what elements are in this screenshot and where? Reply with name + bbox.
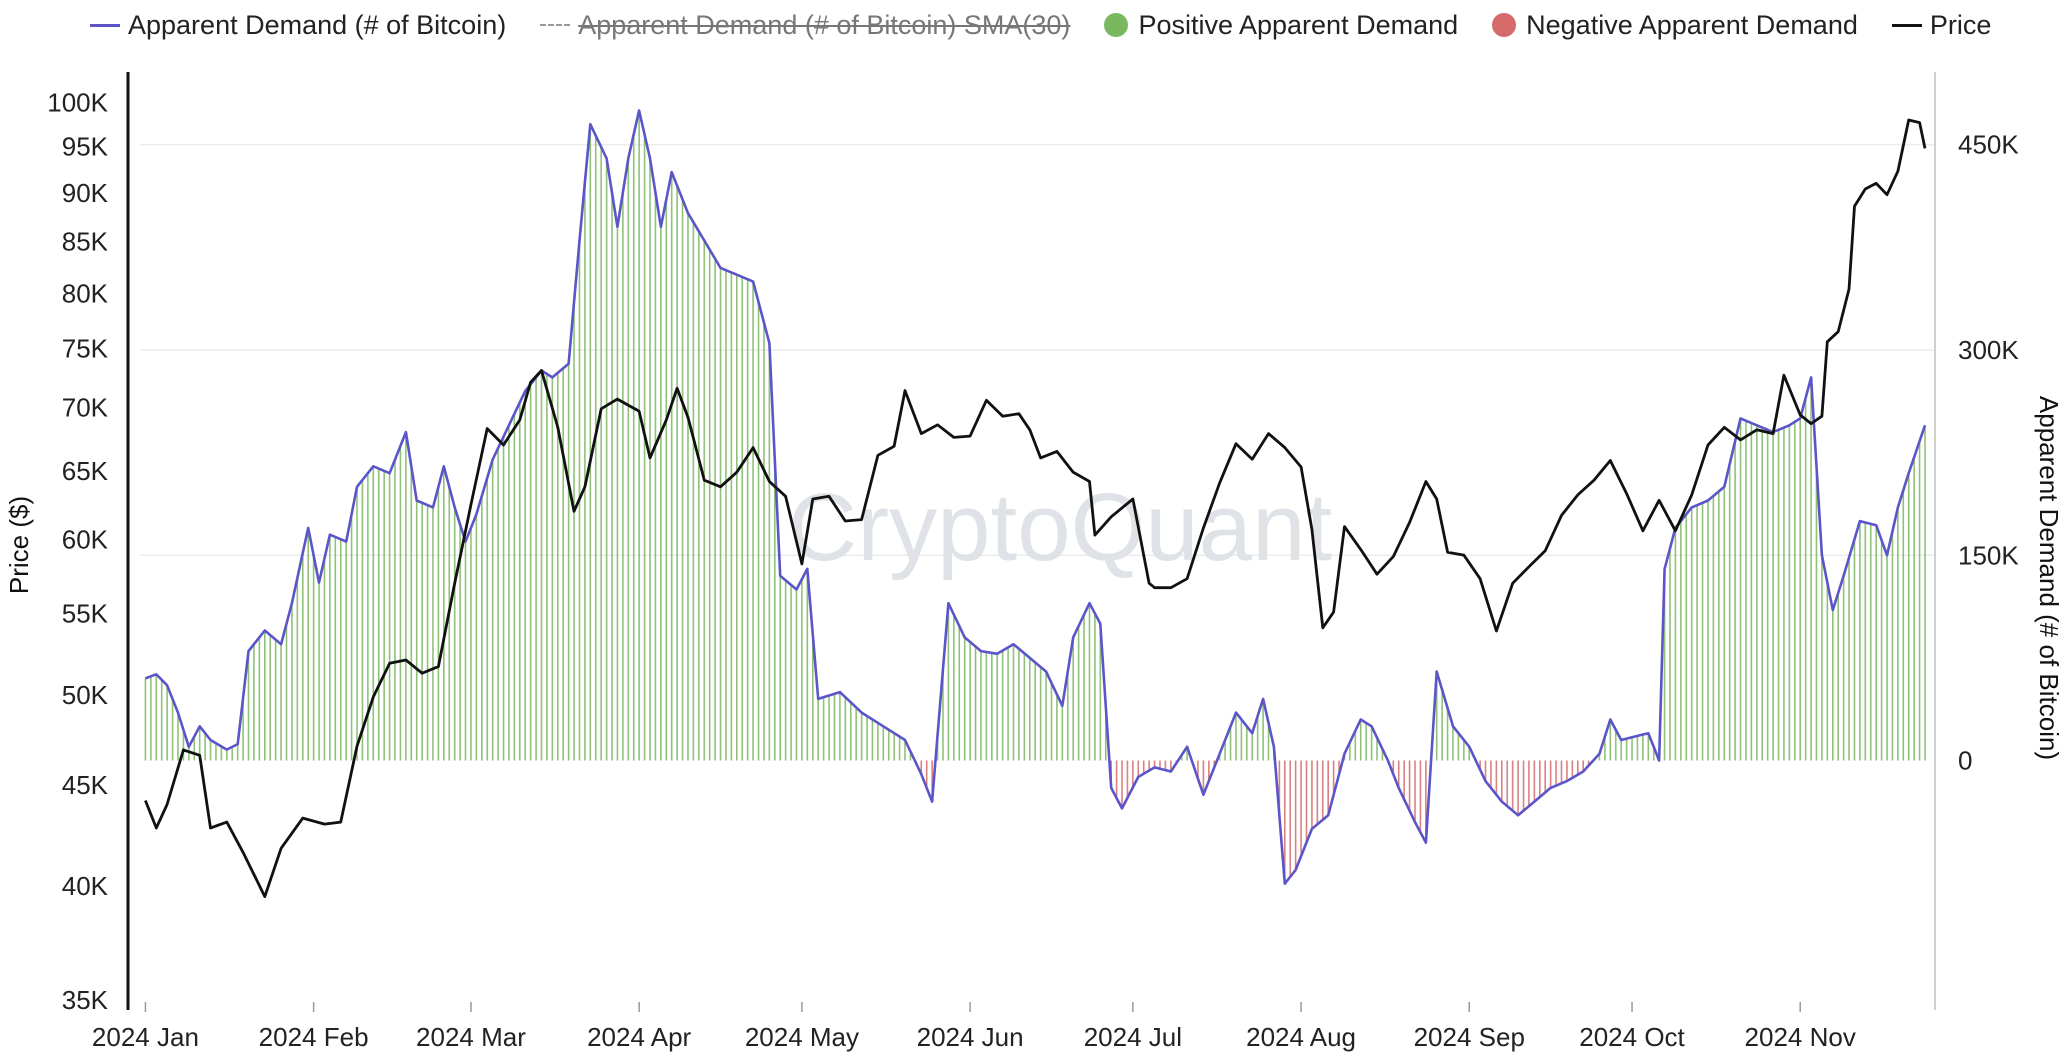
x-tick-label: 2024 Aug xyxy=(1246,1022,1356,1052)
y-left-tick-label: 75K xyxy=(62,334,109,364)
x-tick-label: 2024 Nov xyxy=(1745,1022,1856,1052)
chart-legend: Apparent Demand (# of Bitcoin) Apparent … xyxy=(0,0,2071,50)
y-left-tick-label: 85K xyxy=(62,227,109,257)
x-tick-label: 2024 Oct xyxy=(1579,1022,1685,1052)
legend-label-negative: Negative Apparent Demand xyxy=(1526,9,1858,40)
x-tick-label: 2024 May xyxy=(745,1022,859,1052)
watermark-text: CryptoQuant xyxy=(788,474,1332,581)
y-right-tick-label: 0 xyxy=(1958,746,1972,776)
y-axis-right-ticks: 0 150K 300K 450K xyxy=(1958,130,2019,776)
x-tick-label: 2024 Feb xyxy=(259,1022,369,1052)
legend-item-positive[interactable]: Positive Apparent Demand xyxy=(1104,10,1458,41)
legend-label-price: Price xyxy=(1929,9,1992,40)
y-left-tick-label: 80K xyxy=(62,278,109,308)
y-axis-left-ticks: 35K 40K 45K 50K 55K 60K 65K 70K 75K 80K 85K 90K 95K 1… xyxy=(47,88,108,1015)
y-left-tick-label: 50K xyxy=(62,680,109,710)
price-line-swatch xyxy=(1891,23,1922,27)
y-left-tick-label: 90K xyxy=(62,178,109,208)
legend-item-price[interactable]: Price xyxy=(1891,9,1992,41)
legend-item-sma[interactable]: Apparent Demand (# of Bitcoin) SMA(30) xyxy=(540,10,1070,41)
demand-bars xyxy=(144,110,1926,884)
legend-label-sma: Apparent Demand (# of Bitcoin) SMA(30) xyxy=(578,9,1071,40)
legend-item-negative[interactable]: Negative Apparent Demand xyxy=(1492,10,1858,41)
y-left-tick-label: 45K xyxy=(62,770,109,800)
y-axis-right-title: Apparent Demand (# of Bitcoin) xyxy=(2034,396,2064,760)
legend-item-demand[interactable]: Apparent Demand (# of Bitcoin) xyxy=(90,10,506,41)
series-lines xyxy=(144,109,1927,898)
x-tick-label: 2024 Jan xyxy=(92,1022,199,1052)
y-left-tick-label: 70K xyxy=(62,393,109,423)
positive-dot-swatch xyxy=(1104,13,1129,37)
y-left-tick-label: 35K xyxy=(62,985,109,1015)
axes xyxy=(126,72,1936,1010)
sma-line-swatch xyxy=(540,24,571,26)
y-right-tick-label: 450K xyxy=(1958,130,2019,160)
demand-line xyxy=(144,109,1927,885)
legend-label-demand: Apparent Demand (# of Bitcoin) xyxy=(128,9,507,40)
y-right-tick-label: 150K xyxy=(1958,540,2019,570)
y-left-tick-label: 40K xyxy=(62,871,109,901)
x-tick-label: 2024 Mar xyxy=(416,1022,526,1052)
demand-line-swatch xyxy=(90,23,120,27)
negative-dot-swatch xyxy=(1492,13,1517,37)
y-left-tick-label: 60K xyxy=(62,524,109,554)
x-axis-ticks: 2024 Jan 2024 Feb 2024 Mar 2024 Apr 2024 May… xyxy=(92,1002,1856,1052)
y-axis-left-title: Price ($) xyxy=(4,496,34,594)
y-left-tick-label: 65K xyxy=(62,456,109,486)
y-right-tick-label: 300K xyxy=(1958,335,2019,365)
x-tick-label: 2024 Jun xyxy=(917,1022,1024,1052)
y-left-tick-label: 95K xyxy=(62,132,109,162)
x-tick-label: 2024 Sep xyxy=(1414,1022,1525,1052)
price-line xyxy=(144,118,1927,898)
legend-label-positive: Positive Apparent Demand xyxy=(1138,9,1459,40)
y-left-tick-label: 55K xyxy=(62,599,109,629)
x-tick-label: 2024 Jul xyxy=(1084,1022,1182,1052)
y-left-tick-label: 100K xyxy=(47,88,108,118)
x-tick-label: 2024 Apr xyxy=(587,1022,691,1052)
